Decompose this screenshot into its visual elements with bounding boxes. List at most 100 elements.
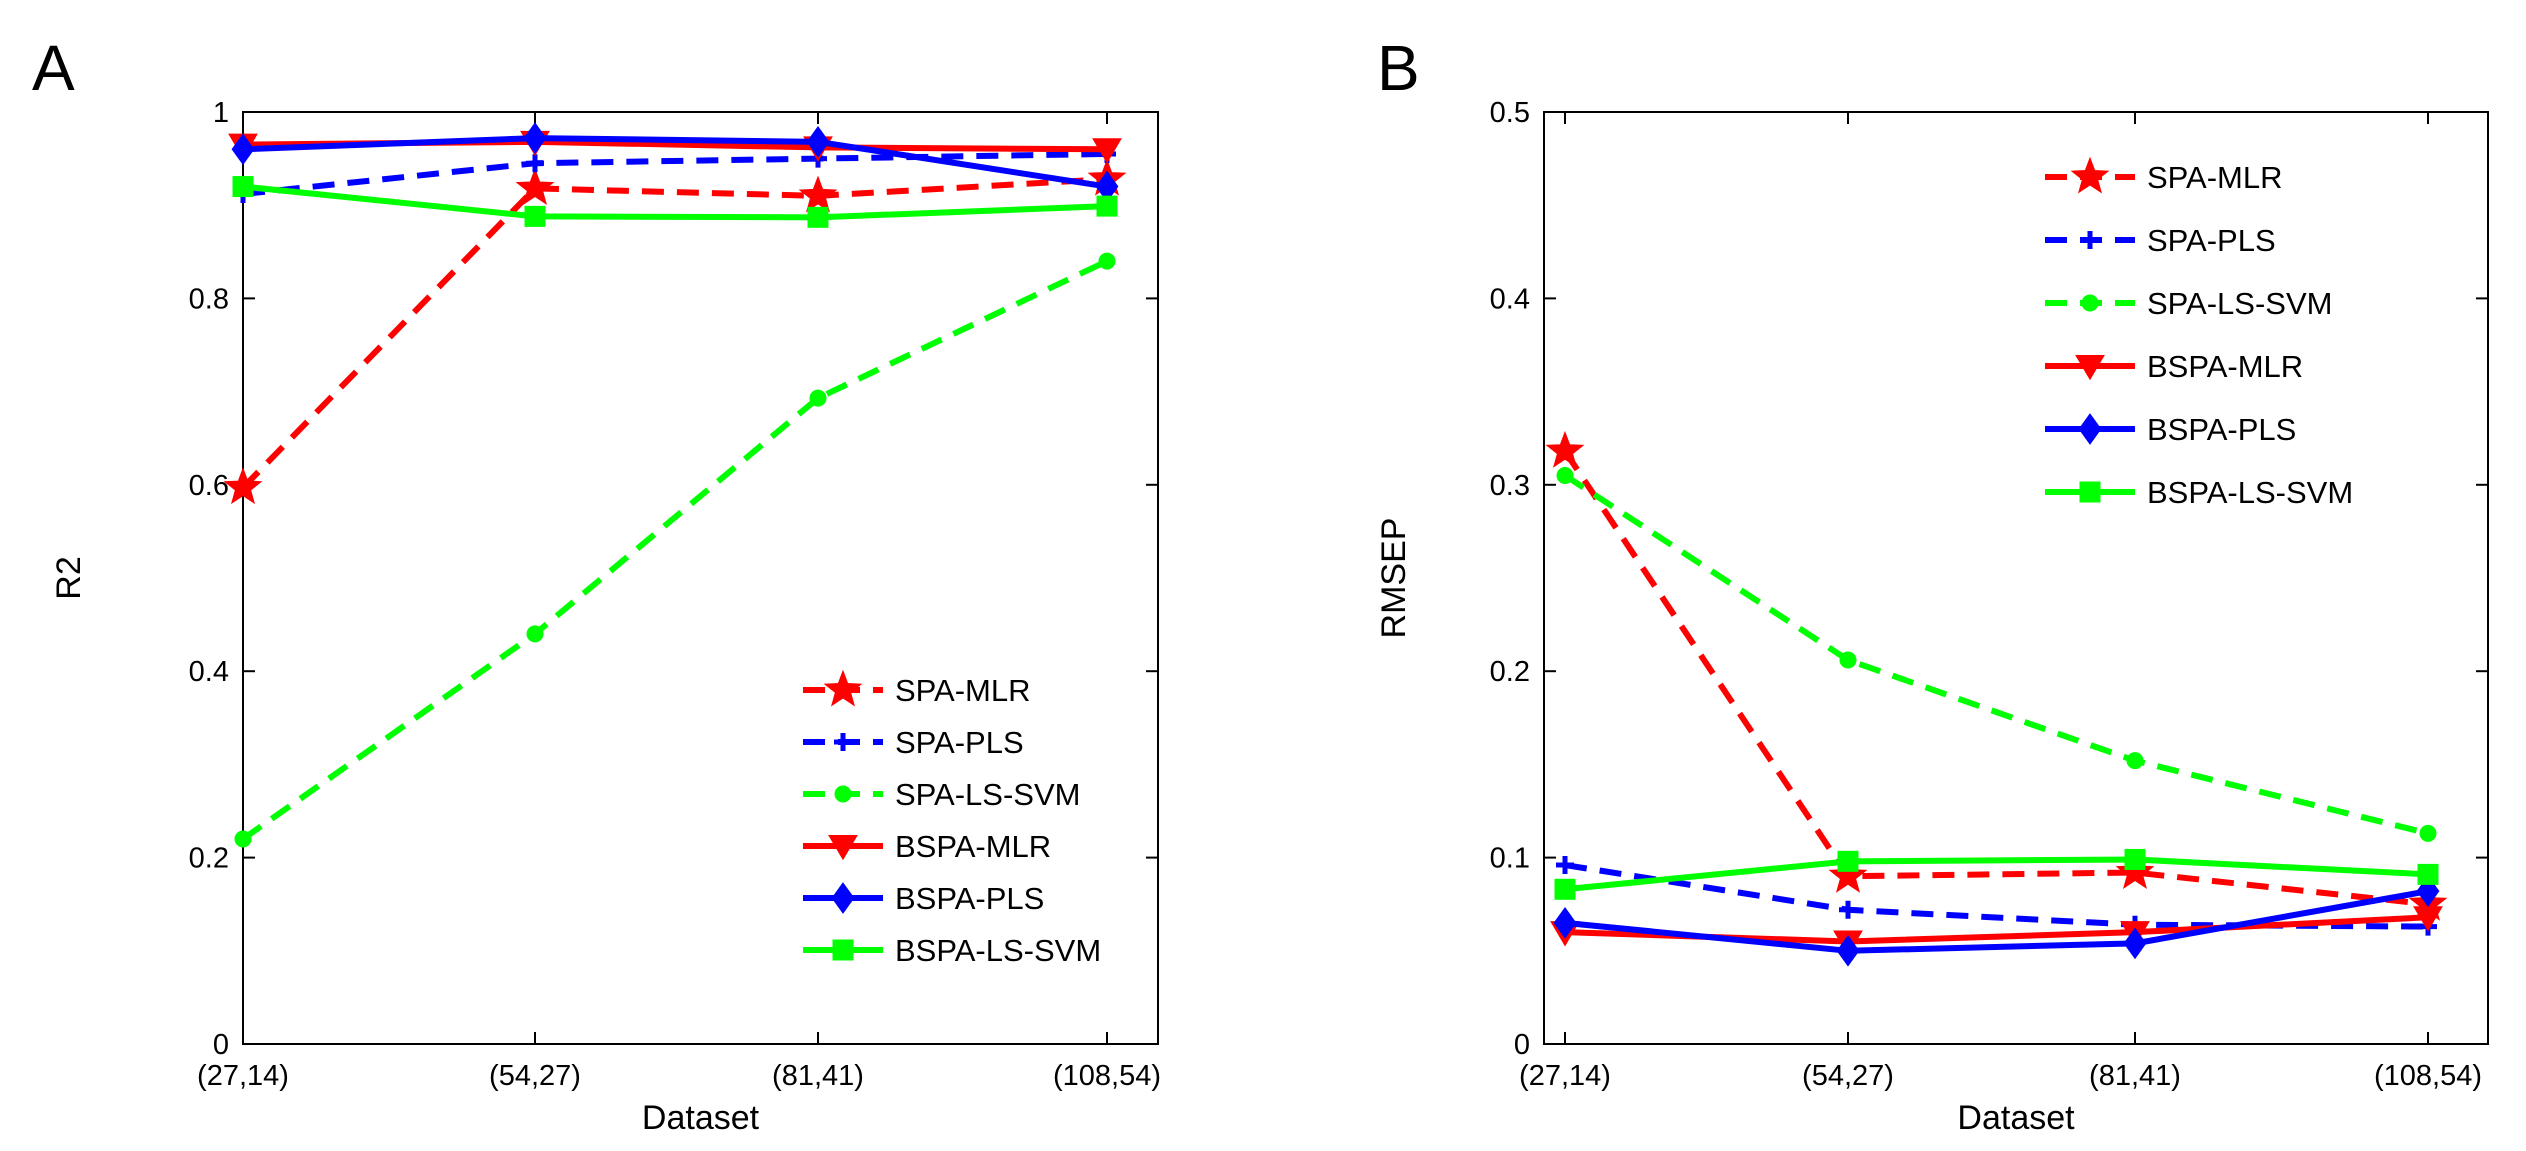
data-point: [807, 206, 829, 228]
series-bspa-ls-svm: [232, 176, 1118, 228]
legend-marker: [834, 733, 852, 751]
x-tick-label: (54,27): [1802, 1060, 1894, 1092]
data-point: [515, 167, 555, 205]
data-point: [798, 175, 838, 213]
data-point: [1545, 430, 1585, 468]
panel-letter: A: [32, 32, 75, 104]
y-tick-label: 0.4: [189, 656, 229, 688]
legend-label: BSPA-MLR: [2147, 349, 2303, 384]
data-point: [1098, 252, 1116, 270]
legend-label: BSPA-LS-SVM: [895, 933, 1101, 968]
y-tick-label: 0.5: [1490, 97, 1530, 129]
data-point: [806, 125, 830, 158]
x-axis-label: Dataset: [1957, 1099, 2075, 1137]
data-point: [1837, 850, 1859, 872]
series-spa-pls: [234, 144, 1116, 204]
y-axis-label: R2: [50, 556, 88, 599]
data-point: [1839, 900, 1857, 919]
legend-label: SPA-PLS: [2147, 223, 2276, 258]
series-bspa-ls-svm: [1554, 848, 2439, 900]
y-tick-label: 0.1: [1490, 843, 1530, 875]
data-point: [234, 830, 252, 848]
series-line: [241, 258, 1109, 842]
data-point: [1092, 138, 1122, 164]
legend-marker: [2081, 231, 2099, 249]
data-point: [2124, 848, 2146, 870]
series-line: [1564, 888, 2429, 954]
x-tick-label: (108,54): [2374, 1060, 2482, 1092]
series-spa-ls-svm: [234, 252, 1116, 848]
legend-marker: [823, 669, 863, 707]
data-point: [231, 133, 255, 166]
data-point: [2126, 752, 2144, 770]
legend-marker: [831, 882, 855, 914]
series-line: [242, 150, 1108, 197]
data-point: [526, 154, 544, 173]
x-tick-label: (27,14): [197, 1060, 289, 1092]
legend: SPA-MLR SPA-PLS SPA-LS-SVM BSPA-MLR BSPA-PLS…: [803, 669, 1101, 968]
legend-label: SPA-PLS: [895, 725, 1024, 760]
data-point: [2115, 852, 2155, 890]
y-tick-label: 0: [213, 1029, 229, 1061]
legend-label: SPA-LS-SVM: [895, 777, 1080, 812]
legend-label: BSPA-LS-SVM: [2147, 475, 2353, 510]
data-point: [1836, 934, 1860, 967]
data-point: [1556, 856, 1574, 875]
series-line: [242, 183, 1108, 221]
legend-label: SPA-MLR: [2147, 160, 2283, 195]
chart-panel-A: A 0 0.2 0.4 0.6 0.8 1 (27,14) (54,27) (81,41) (108…: [32, 32, 1161, 1137]
legend-label: SPA-LS-SVM: [2147, 286, 2332, 321]
legend-label: BSPA-PLS: [2147, 412, 2296, 447]
y-axis-label: RMSEP: [1375, 518, 1413, 639]
data-point: [523, 122, 547, 154]
series-line: [1564, 856, 2429, 893]
y-tick-label: 0.6: [189, 470, 229, 502]
series-line: [240, 176, 1108, 490]
legend-label: SPA-MLR: [895, 673, 1031, 708]
series-line: [1563, 472, 2429, 837]
panel-letter: B: [1377, 32, 1420, 104]
legend-marker: [828, 835, 858, 861]
series-spa-ls-svm: [1556, 466, 2437, 842]
chart-panel-B: B 0 0.1 0.2 0.3 0.4 0.5 (27,14) (54,27) (81,41) (1…: [1375, 32, 2489, 1137]
x-tick-label: (81,41): [2089, 1060, 2181, 1092]
y-tick-label: 1: [213, 97, 229, 129]
legend-marker: [2078, 413, 2102, 445]
data-point: [1828, 855, 1868, 893]
series-line: [242, 135, 1108, 190]
x-tick-label: (27,14): [1519, 1060, 1611, 1092]
y-tick-label: 0.8: [189, 283, 229, 315]
y-tick-label: 0.2: [1490, 656, 1530, 688]
legend-label: BSPA-PLS: [895, 881, 1044, 916]
data-point: [2419, 824, 2437, 842]
x-tick-label: (54,27): [489, 1060, 581, 1092]
data-point: [809, 389, 827, 407]
legend: SPA-MLR SPA-PLS SPA-LS-SVM BSPA-MLR BSPA-PLS…: [2045, 156, 2353, 510]
x-axis-label: Dataset: [642, 1099, 760, 1137]
data-point: [524, 205, 546, 227]
data-point: [1096, 195, 1118, 217]
legend-marker: [832, 939, 854, 961]
data-point: [1554, 878, 1576, 900]
y-tick-label: 0.2: [189, 843, 229, 875]
x-tick-label: (81,41): [772, 1060, 864, 1092]
legend-label: BSPA-MLR: [895, 829, 1051, 864]
data-point: [223, 467, 263, 505]
plot-frame: [242, 111, 1159, 1045]
y-tick-label: 0: [1514, 1029, 1530, 1061]
data-point: [232, 176, 254, 198]
data-point: [1556, 466, 1574, 484]
plot-frame: [1543, 111, 2489, 1045]
series-bspa-pls: [231, 122, 1119, 203]
x-tick-label: (108,54): [1053, 1060, 1161, 1092]
legend-marker: [2070, 156, 2110, 194]
data-point: [1839, 651, 1857, 669]
legend-marker: [834, 785, 852, 803]
legend-marker: [2075, 355, 2105, 381]
data-point: [2123, 927, 2147, 960]
data-point: [1553, 906, 1577, 939]
series-line: [1562, 449, 2429, 908]
data-point: [2417, 863, 2439, 885]
y-tick-label: 0.4: [1490, 283, 1530, 315]
